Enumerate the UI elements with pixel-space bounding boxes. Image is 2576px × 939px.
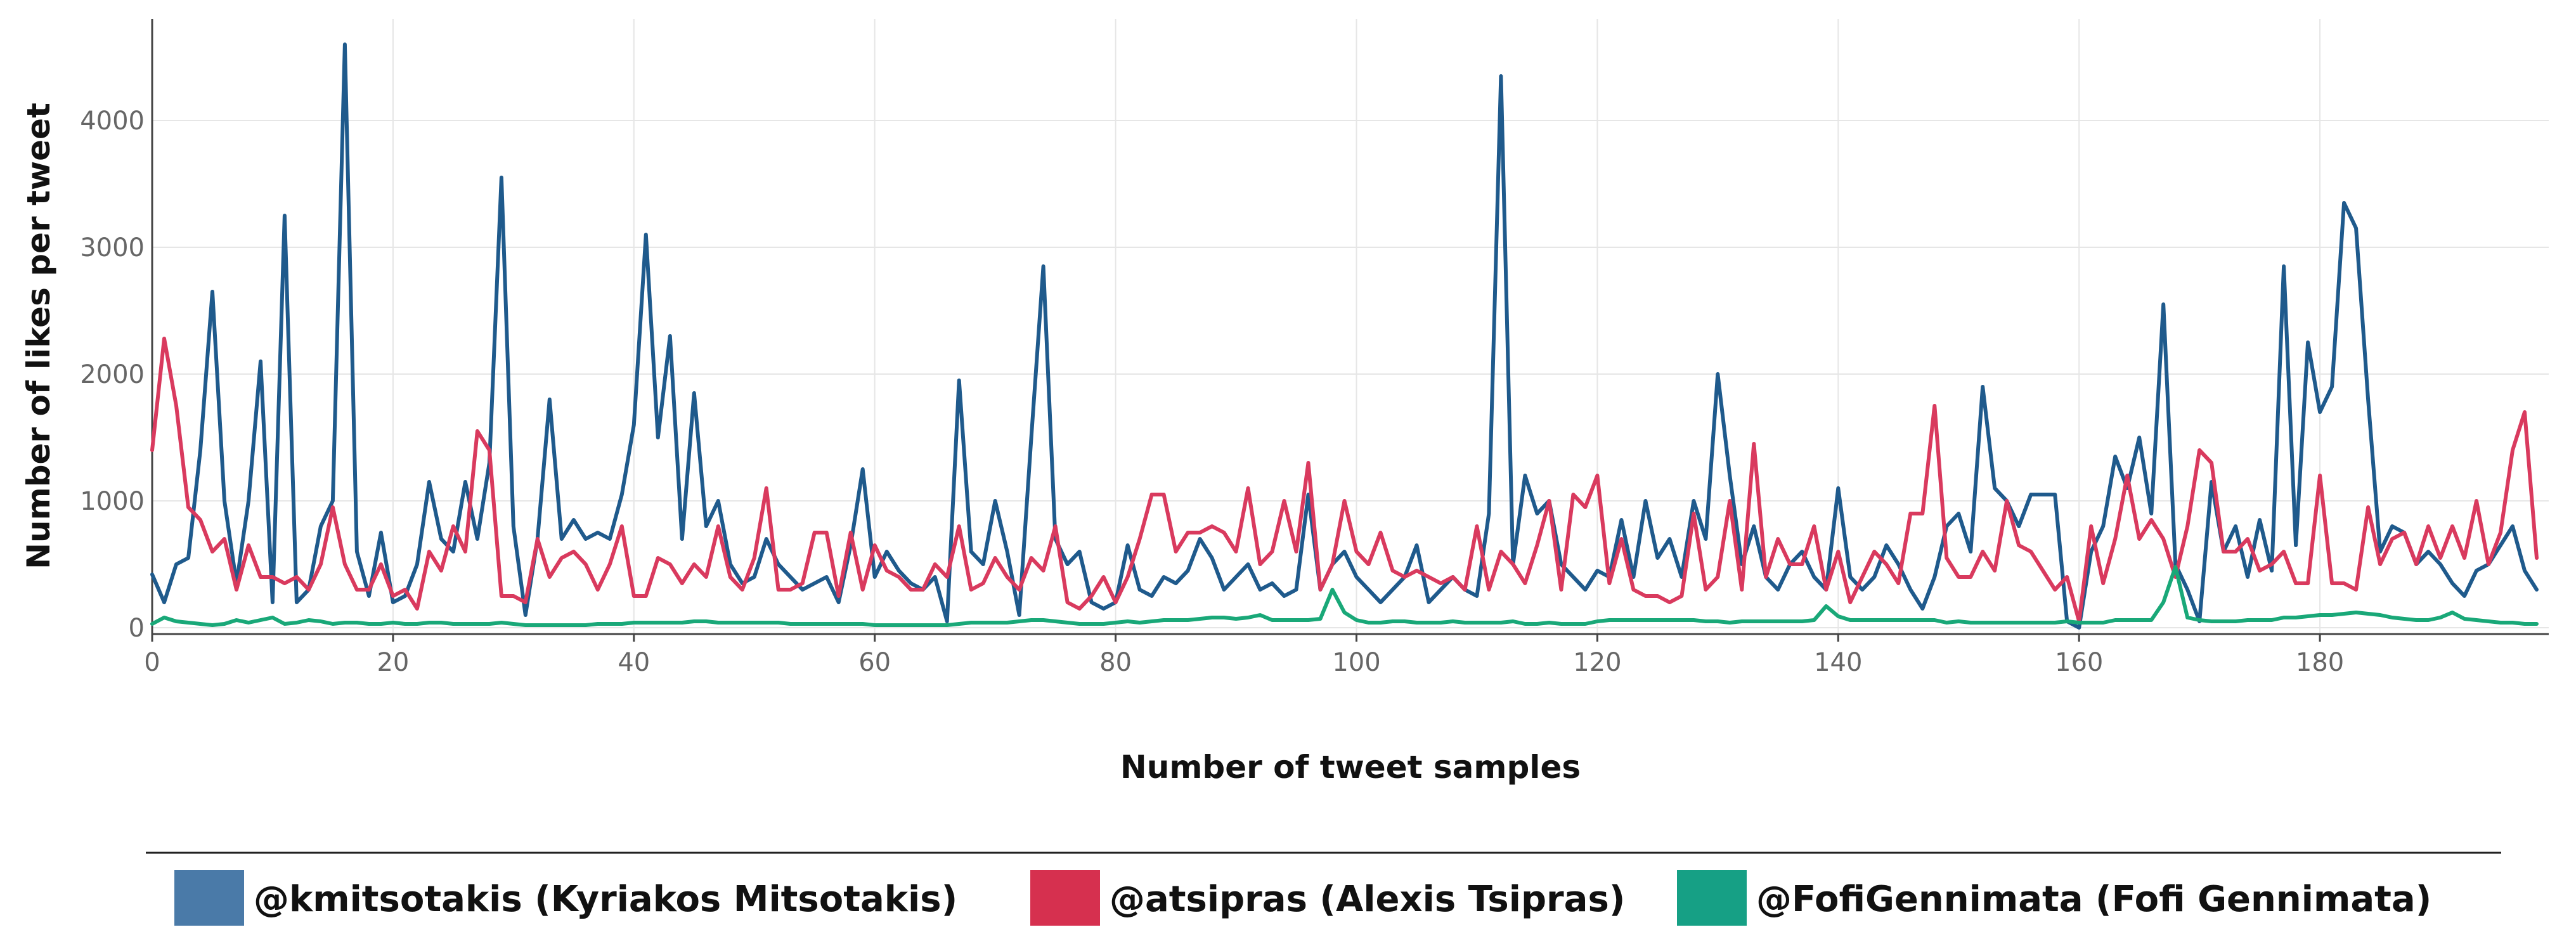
y-axis-title: Number of likes per tweet [20, 103, 57, 569]
legend-swatch-2 [1030, 870, 1100, 926]
x-tick-label: 80 [1099, 648, 1132, 677]
legend-label-1: @kmitsotakis (Kyriakos Mitsotakis) [254, 879, 957, 920]
axes [151, 19, 2549, 635]
x-tick-label: 0 [144, 648, 160, 677]
legend-label-2: @atsipras (Alexis Tsipras) [1110, 879, 1625, 920]
legend: @kmitsotakis (Kyriakos Mitsotakis) @atsip… [174, 870, 2431, 926]
grid [152, 19, 2549, 634]
x-tick-labels: 0 20 40 60 80 100 120 140 160 180 [144, 634, 2344, 677]
series-line-1 [150, 42, 2539, 630]
legend-swatch-3 [1677, 870, 1747, 926]
y-tick-label: 4000 [80, 107, 145, 136]
y-tick-label: 2000 [80, 360, 145, 389]
x-tick-label: 140 [1814, 648, 1862, 677]
series-lines [150, 42, 2539, 630]
x-tick-label: 100 [1332, 648, 1380, 677]
x-tick-label: 160 [2055, 648, 2103, 677]
y-tick-label: 3000 [80, 233, 145, 262]
x-axis-title: Number of tweet samples [1120, 749, 1581, 786]
y-tick-label: 0 [129, 614, 145, 643]
series-line-2 [150, 337, 2539, 623]
x-tick-label: 20 [377, 648, 409, 677]
legend-swatch-1 [174, 870, 244, 926]
x-tick-label: 40 [618, 648, 650, 677]
x-tick-label: 120 [1573, 648, 1621, 677]
series-line-3 [150, 565, 2539, 627]
x-tick-label: 180 [2296, 648, 2344, 677]
legend-label-3: @FofiGennimata (Fofi Gennimata) [1756, 879, 2431, 920]
x-tick-label: 60 [858, 648, 891, 677]
y-tick-label: 1000 [80, 487, 145, 516]
y-tick-labels: 0 1000 2000 3000 4000 [80, 107, 145, 643]
